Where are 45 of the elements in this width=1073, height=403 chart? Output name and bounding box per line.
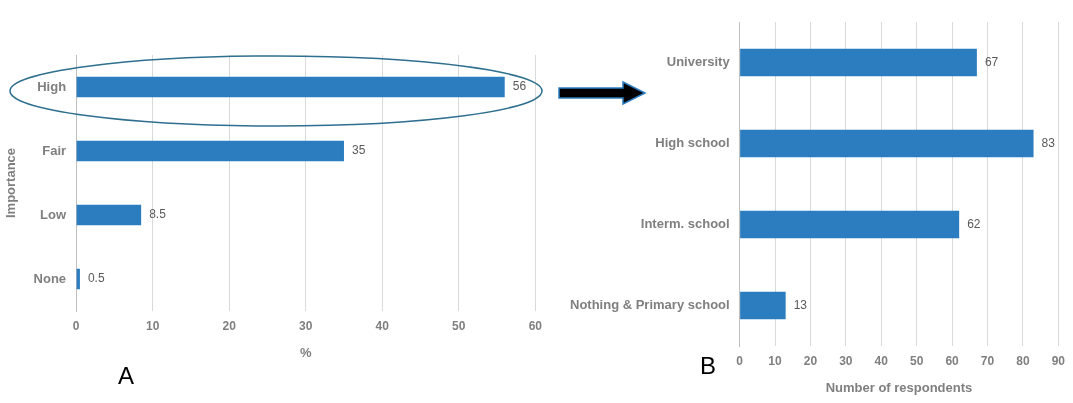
x-tick-label: 40 bbox=[874, 353, 889, 368]
y-tick-label: None bbox=[33, 270, 67, 286]
data-label: 62 bbox=[967, 216, 981, 231]
y-tick-label: University bbox=[666, 54, 731, 70]
bar bbox=[76, 140, 344, 162]
bar bbox=[76, 76, 505, 98]
y-tick-label: Low bbox=[40, 206, 67, 222]
x-tick-label: 50 bbox=[910, 353, 924, 368]
x-tick-label: 60 bbox=[528, 318, 543, 333]
x-tick-label: 30 bbox=[839, 353, 853, 368]
data-label: 56 bbox=[512, 79, 527, 94]
bar bbox=[76, 204, 142, 226]
data-label: 8.5 bbox=[149, 207, 167, 222]
data-label: 67 bbox=[984, 54, 999, 69]
data-label: 0.5 bbox=[87, 271, 105, 286]
data-label: 35 bbox=[351, 143, 366, 158]
bar bbox=[740, 210, 960, 239]
y-tick-label: Nothing & Primary school bbox=[569, 297, 730, 313]
text: A bbox=[118, 362, 135, 390]
x-tick-label: 20 bbox=[803, 353, 818, 368]
x-tick-label: 10 bbox=[145, 318, 160, 333]
x-tick-label: 60 bbox=[945, 353, 960, 368]
x-tick-label: 10 bbox=[768, 353, 783, 368]
x-tick-label: 0 bbox=[736, 353, 744, 368]
bar bbox=[740, 291, 786, 320]
x-tick-label: 30 bbox=[299, 318, 313, 333]
x-tick-label: 40 bbox=[375, 318, 390, 333]
y-axis-title: Importance bbox=[3, 147, 19, 219]
x-tick-label: 80 bbox=[1016, 353, 1030, 368]
bar bbox=[740, 48, 977, 77]
y-tick-label: High school bbox=[655, 135, 730, 151]
x-axis-title: % bbox=[299, 344, 312, 360]
y-tick-label: High bbox=[37, 78, 67, 94]
y-tick-label: Fair bbox=[42, 142, 67, 158]
data-label: 83 bbox=[1041, 135, 1056, 150]
y-tick-label: Interm. school bbox=[640, 216, 730, 232]
x-axis-title: Number of respondents bbox=[825, 379, 973, 395]
bar bbox=[740, 129, 1034, 158]
data-label: 13 bbox=[793, 297, 808, 312]
x-tick-label: 90 bbox=[1051, 353, 1066, 368]
x-tick-label: 50 bbox=[452, 318, 466, 333]
x-tick-label: 0 bbox=[72, 318, 80, 333]
x-tick-label: 70 bbox=[980, 353, 995, 368]
x-tick-label: 20 bbox=[222, 318, 237, 333]
text: B bbox=[700, 352, 717, 380]
